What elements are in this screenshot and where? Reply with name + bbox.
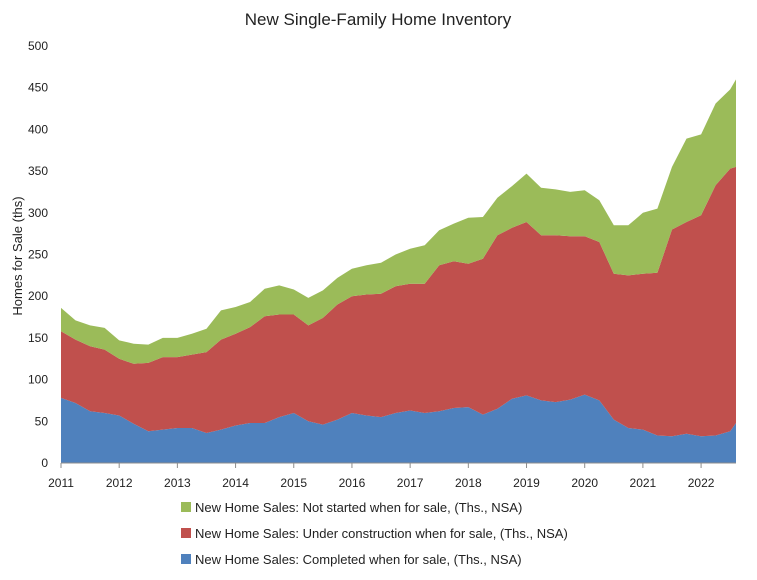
- y-tick-label: 50: [35, 414, 49, 428]
- y-tick-label: 150: [28, 331, 48, 345]
- x-tick-label: 2019: [513, 476, 540, 490]
- area-under-construction: [61, 166, 736, 437]
- x-tick-label: 2020: [571, 476, 598, 490]
- y-tick-label: 450: [28, 81, 48, 95]
- legend-swatch: [181, 502, 191, 512]
- y-tick-label: 300: [28, 206, 48, 220]
- y-tick-label: 400: [28, 122, 48, 136]
- legend-label: New Home Sales: Not started when for sal…: [195, 500, 522, 515]
- chart-title: New Single-Family Home Inventory: [245, 10, 512, 29]
- x-tick-label: 2022: [688, 476, 715, 490]
- legend: New Home Sales: Not started when for sal…: [181, 500, 568, 567]
- y-axis-label: Homes for Sale (ths): [10, 196, 25, 315]
- x-tick-label: 2013: [164, 476, 191, 490]
- y-tick-label: 500: [28, 39, 48, 53]
- x-tick-label: 2011: [48, 476, 74, 490]
- legend-swatch: [181, 554, 191, 564]
- x-tick-label: 2017: [397, 476, 424, 490]
- x-tick-label: 2016: [339, 476, 366, 490]
- y-tick-label: 350: [28, 164, 48, 178]
- y-tick-label: 200: [28, 289, 48, 303]
- legend-label: New Home Sales: Completed when for sale,…: [195, 552, 522, 567]
- legend-swatch: [181, 528, 191, 538]
- x-tick-label: 2015: [280, 476, 307, 490]
- x-tick-label: 2014: [222, 476, 249, 490]
- y-tick-label: 250: [28, 248, 48, 262]
- y-axis-ticks: 0 50 100 150 200 250 300 350 400 450 500: [28, 39, 48, 470]
- area-not-started: [61, 79, 736, 364]
- area-completed: [61, 394, 736, 463]
- legend-label: New Home Sales: Under construction when …: [195, 526, 568, 541]
- x-tick-label: 2018: [455, 476, 482, 490]
- area-series-group: [61, 79, 736, 463]
- x-tick-label: 2012: [106, 476, 133, 490]
- y-tick-label: 100: [28, 373, 48, 387]
- x-tick-label: 2021: [630, 476, 657, 490]
- x-axis-ticks: 2011 2012 2013 2014 2015 2016 2017 2018 2019 2020…: [48, 463, 715, 490]
- y-tick-label: 0: [41, 456, 48, 470]
